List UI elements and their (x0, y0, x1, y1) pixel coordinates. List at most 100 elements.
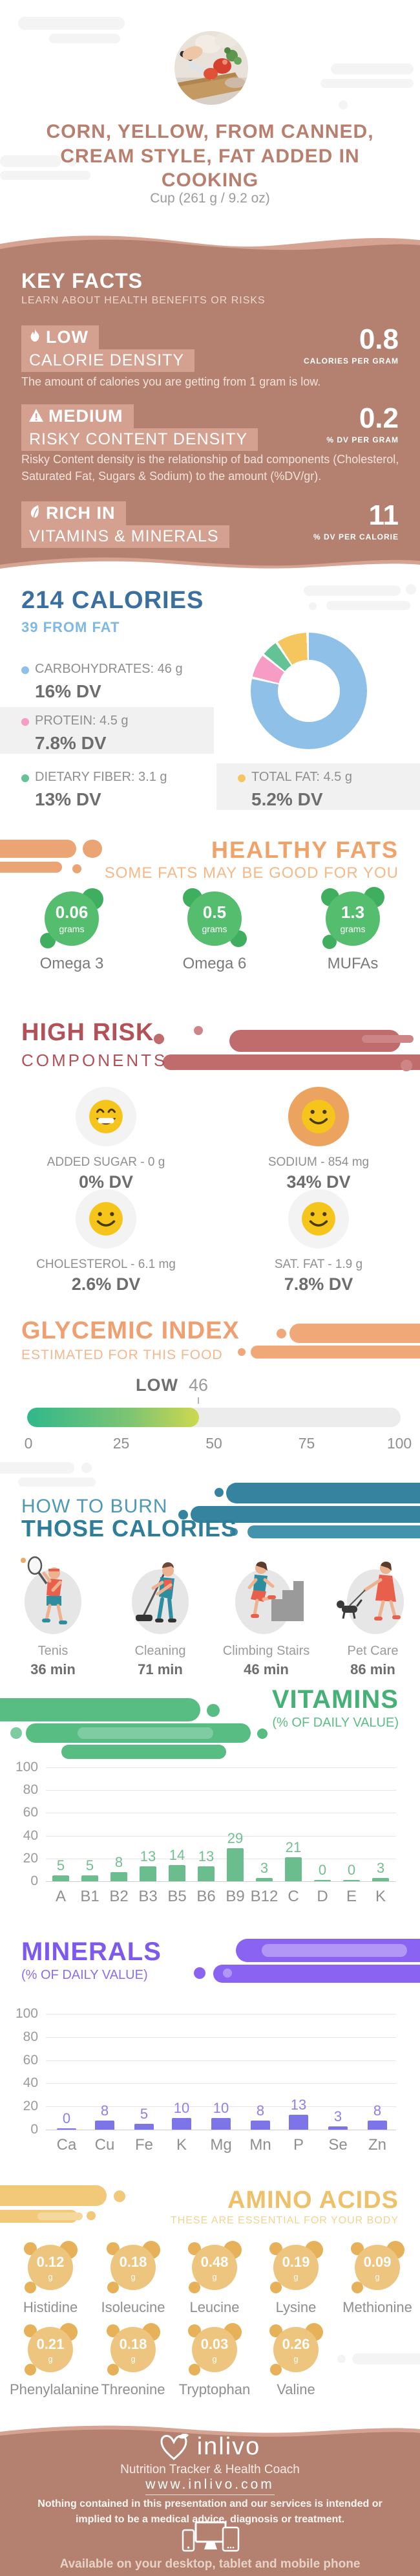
amino-label: Valine (277, 2381, 315, 2397)
risk-label: ADDED SUGAR - 0 g (47, 1155, 165, 1169)
green-blob-icon: 0.06 grams (40, 888, 103, 948)
activity-tennis: Tenis 36 min (5, 1553, 101, 1678)
gold-blob-icon: 0.09 g (351, 2241, 404, 2293)
legend-label: CARBOHYDRATES: 46 g (35, 662, 183, 676)
decor-dot (339, 100, 348, 109)
amino-grams: 0.09 (363, 2254, 392, 2270)
category-label: C (288, 1888, 299, 1905)
bar-C (285, 1857, 302, 1881)
website-link[interactable]: www.inlivo.com (145, 2477, 275, 2495)
scale-tick: 50 (205, 1435, 222, 1452)
category-label: Mn (249, 2136, 271, 2154)
decor-blob (163, 1054, 420, 1070)
smile-smiley-icon (288, 1189, 349, 1249)
glycemic-title: GLYCEMIC INDEX (21, 1317, 240, 1344)
category-label: A (55, 1888, 66, 1905)
wave-divider (0, 2423, 420, 2440)
fat-unit: grams (202, 924, 227, 934)
fat-label: MUFAs (327, 955, 379, 972)
vitamins-subtitle: (% OF DAILY VALUE) (272, 1716, 399, 1730)
risk-label: SODIUM - 854 mg (268, 1155, 370, 1169)
legend-dv: 5.2% DV (251, 789, 323, 809)
risk-dv: 2.6% DV (71, 1274, 141, 1294)
decor-dot (114, 2190, 125, 2202)
bar-value-label: 8 (373, 2102, 382, 2119)
glycemic-scale: 0 25 50 75 100 (14, 1435, 414, 1452)
amino-acid-isoleucine: 0.18 g Isoleucine (92, 2241, 174, 2316)
category-label: B6 (196, 1888, 216, 1905)
gridline (46, 1835, 396, 1837)
key-fact-unit: % DV PER CALORIE (313, 532, 399, 541)
healthy-fats-section: HEALTHY FATS SOME FATS MAY BE GOOD FOR Y… (0, 835, 420, 1009)
bar-value-label: 8 (256, 2102, 265, 2119)
gold-blob-icon: 0.03 g (188, 2323, 242, 2375)
category-label: Fe (134, 2136, 153, 2154)
green-blob-icon: 1.3 grams (321, 887, 384, 949)
bar-Mn (251, 2120, 270, 2130)
bar-value-label: 3 (333, 2108, 342, 2124)
bar-B12 (256, 1877, 273, 1881)
category-label: Ca (56, 2136, 77, 2154)
amino-unit: g (293, 2354, 299, 2364)
decor-dot (238, 1348, 246, 1356)
key-facts-section: KEY FACTS LEARN ABOUT HEALTH BENEFITS OR… (0, 259, 420, 573)
key-fact-risky-density: MEDIUM RISKY CONTENT DENSITY 0.2 % DV PE… (21, 404, 399, 451)
scale-tick: 0 (24, 1435, 33, 1452)
bar-value-label: 13 (198, 1848, 215, 1865)
amino-acid-histidine: 0.12 g Histidine (10, 2241, 91, 2316)
vitamins-title: VITAMINS (271, 1685, 399, 1714)
activity-cleaning: Cleaning 71 min (112, 1553, 209, 1678)
legend-dv: 7.8% DV (35, 733, 107, 753)
serving-size: Cup (261 g / 9.2 oz) (150, 191, 270, 206)
amino-label: Tryptophan (178, 2381, 251, 2397)
decor-blob (78, 1727, 213, 1739)
amino-unit: g (48, 2354, 53, 2364)
decor-blob (83, 840, 102, 858)
calories-section: 214 CALORIES 39 FROM FAT CARBOHYDRATES: … (0, 573, 420, 835)
glycemic-level: LOW (136, 1375, 178, 1395)
amino-label: Methionine (342, 2299, 412, 2315)
decor-blob (61, 1745, 226, 1759)
risk-sodium: SODIUM - 854 mg 34% DV (228, 1087, 409, 1192)
fat-grams: 0.5 (202, 902, 227, 922)
decor-blob (0, 2185, 107, 2206)
decor-blob (289, 1324, 420, 1343)
decor-dot (72, 864, 81, 873)
decor-dot (81, 1463, 92, 1473)
grin-smiley-icon (76, 1087, 136, 1146)
gridline (46, 1881, 396, 1882)
bar-value-label: 8 (100, 2102, 109, 2119)
legend-dot (21, 666, 29, 674)
minerals-section: MINERALS (% OF DAILY VALUE) 0 20 40 60 80 100… (0, 1931, 420, 2174)
legend-dietary-fiber: DIETARY FIBER: 3.1 g 13% DV (21, 770, 167, 810)
bar-value-label: 0 (318, 1862, 327, 1878)
gridline (46, 2083, 396, 2084)
climbing-stairs-icon (235, 1561, 304, 1634)
glycemic-subtitle: ESTIMATED FOR THIS FOOD (21, 1348, 223, 1362)
glycemic-index-section: GLYCEMIC INDEX ESTIMATED FOR THIS FOOD L… (0, 1313, 420, 1488)
category-label: Mg (210, 2136, 232, 2154)
gridline (46, 1767, 396, 1768)
category-label: K (375, 1888, 386, 1905)
bar-K (172, 2118, 191, 2130)
scale-tick: 25 (112, 1435, 130, 1452)
decor-dot (67, 157, 77, 166)
risk-label: CHOLESTEROL - 6.1 mg (36, 1258, 176, 1271)
key-fact-unit: % DV PER GRAM (326, 435, 399, 444)
bar-D (314, 1880, 331, 1881)
food-photo (171, 27, 252, 109)
decor-blob (0, 171, 90, 180)
amino-grams: 0.48 (200, 2254, 229, 2270)
bar-B6 (198, 1866, 215, 1881)
y-axis-label: 20 (23, 2099, 38, 2114)
activity-minutes: 71 min (138, 1661, 183, 1677)
decor-dot (257, 1729, 268, 1739)
amino-acid-threonine: 0.18 g Threonine (92, 2323, 174, 2398)
bar-Mg (211, 2118, 231, 2130)
decor-blob (320, 79, 414, 88)
gold-blob-icon: 0.12 g (24, 2241, 78, 2293)
category-label: K (176, 2136, 187, 2154)
decor-blob (226, 1483, 420, 1503)
gold-blob-icon: 0.19 g (269, 2241, 323, 2293)
bar-Se (328, 2126, 348, 2130)
